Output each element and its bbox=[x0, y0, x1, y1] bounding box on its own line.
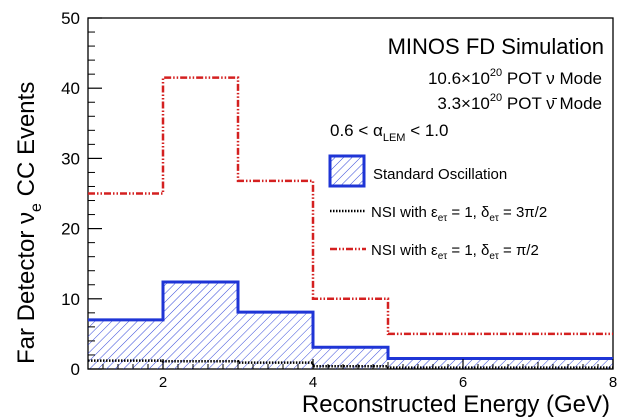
legend: Standard Oscillation NSI with εeτ = 1, δ… bbox=[328, 154, 547, 262]
legend-label-nsi-pi2: NSI with εeτ = 1, δeτ = π/2 bbox=[371, 242, 539, 262]
series-nsi-pi2-line bbox=[88, 76, 613, 336]
x-tick-label: 2 bbox=[159, 374, 167, 391]
y-tick-label: 30 bbox=[61, 149, 80, 168]
chart-title: MINOS FD Simulation bbox=[388, 34, 604, 59]
legend-swatch-standard bbox=[328, 154, 366, 188]
x-axis-label: Reconstructed Energy (GeV) bbox=[302, 391, 610, 417]
y-tick-label: 40 bbox=[61, 79, 80, 98]
y-ticks: 0 10 20 30 40 50 bbox=[61, 9, 102, 379]
y-axis-label-suffix: CC Events bbox=[13, 82, 40, 203]
y-tick-label: 50 bbox=[61, 9, 80, 28]
y-tick-label: 20 bbox=[61, 220, 80, 239]
y-axis-label: Far Detector νe CC Events bbox=[13, 82, 45, 364]
annotation-3-sub: LEM bbox=[383, 132, 406, 144]
legend-item-nsi-3pi2: NSI with εeτ = 1, δeτ = 3π/2 bbox=[330, 204, 547, 224]
series-standard-fill bbox=[88, 281, 613, 369]
annotation-1-prefix: 10.6×10 bbox=[428, 69, 490, 88]
annotation-line-1: 10.6×1020 POT ν Mode bbox=[428, 67, 602, 88]
x-tick-label: 4 bbox=[309, 374, 317, 391]
legend-item-nsi-pi2: NSI with εeτ = 1, δeτ = π/2 bbox=[330, 242, 539, 262]
annotation-1-suffix: POT ν Mode bbox=[502, 69, 602, 88]
annotation-2-prefix: 3.3×10 bbox=[437, 94, 489, 113]
annotation-3-prefix: 0.6 < α bbox=[330, 121, 383, 140]
x-ticks: 2 4 6 8 bbox=[87, 359, 617, 391]
y-axis-label-sub: e bbox=[28, 203, 45, 212]
x-tick-label: 6 bbox=[459, 374, 467, 391]
annotation-2-exp: 20 bbox=[490, 92, 502, 104]
legend-label-standard: Standard Oscillation bbox=[373, 166, 507, 183]
annotation-1-exp: 20 bbox=[490, 67, 502, 79]
legend-label-nsi-3pi2: NSI with εeτ = 1, δeτ = 3π/2 bbox=[371, 204, 547, 224]
annotation-3-suffix: < 1.0 bbox=[405, 121, 448, 140]
annotation-line-2: 3.3×1020 POT ν̄ Mode bbox=[437, 92, 602, 113]
y-tick-label: 0 bbox=[71, 360, 80, 379]
x-tick-label: 8 bbox=[609, 374, 617, 391]
legend-item-standard: Standard Oscillation bbox=[328, 154, 507, 188]
annotation-line-3: 0.6 < αLEM < 1.0 bbox=[330, 121, 448, 144]
annotation-2-suffix: POT ν̄ Mode bbox=[502, 94, 602, 113]
y-axis-label-prefix: Far Detector ν bbox=[13, 212, 40, 364]
y-tick-label: 10 bbox=[61, 290, 80, 309]
series-standard-line bbox=[88, 280, 613, 360]
